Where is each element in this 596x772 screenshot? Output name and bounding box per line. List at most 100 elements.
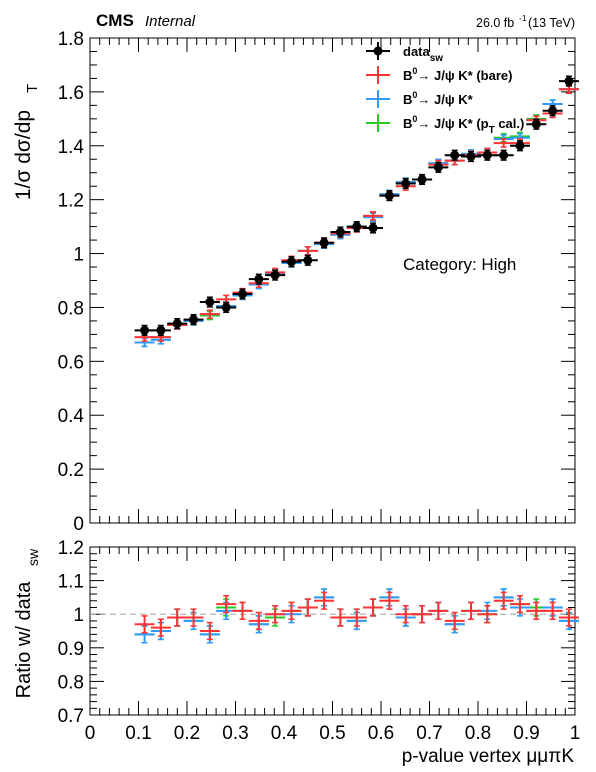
ratio-y-tick-label: 0.9 <box>58 639 84 660</box>
data-point <box>216 301 237 314</box>
data-point <box>199 309 220 319</box>
ratio-y-label: Ratio w/ data <box>13 581 35 699</box>
x-tick-label: 0.9 <box>513 723 539 744</box>
data-point <box>428 161 449 173</box>
ratio-y-tick-label: 0.8 <box>58 672 84 693</box>
legend: datasw B0→ J/ψ K* (bare) B0→ J/ψ K* B0→ J/ψ… <box>366 42 524 136</box>
x-tick-label: 0.6 <box>368 723 394 744</box>
data-point <box>558 608 579 627</box>
x-tick-label: 0.2 <box>174 723 200 744</box>
data-point <box>412 605 433 624</box>
data-point <box>150 324 171 336</box>
main-y-tick-label: 0 <box>73 514 84 535</box>
ratio-y-tick-label: 1 <box>73 605 84 626</box>
data-point <box>542 105 563 117</box>
lumi-value: 26.0 fb <box>476 16 514 30</box>
main-y-tick-label: 0.2 <box>58 460 84 481</box>
data-point <box>493 149 514 161</box>
data-point <box>134 615 155 634</box>
data-point <box>183 313 204 326</box>
x-tick-label: 1 <box>570 723 581 744</box>
marker <box>482 150 492 160</box>
x-tick-label: 0.5 <box>319 723 345 744</box>
data-point <box>265 605 286 624</box>
ratio-y-label-sub: sw <box>25 548 41 566</box>
marker <box>466 152 476 162</box>
main-y-label: 1/σ dσ/dp <box>12 110 35 200</box>
data-point <box>509 594 530 614</box>
marker <box>531 119 541 129</box>
legend-entry: datasw <box>366 42 443 64</box>
data-point <box>509 140 530 152</box>
data-point <box>297 246 318 256</box>
x-tick-label: 0.8 <box>465 723 491 744</box>
luminosity-label: 26.0 fb -1 (13 TeV) <box>476 13 575 30</box>
data-point <box>444 611 465 631</box>
data-point <box>167 318 188 330</box>
data-point <box>526 118 547 130</box>
marker <box>156 325 166 335</box>
marker <box>433 162 443 172</box>
data-point <box>363 598 384 617</box>
ratio-axis-ticks: 0.7 0.8 0.9 1 1.1 1.2 0 0.1 0.2 0.3 0.4 0.5 0.6 0.7 0.… <box>58 538 581 744</box>
data-point <box>379 591 400 610</box>
main-series-0 <box>134 75 579 336</box>
data-point <box>297 598 318 617</box>
data-point <box>395 177 416 190</box>
main-series-group <box>134 75 579 348</box>
marker <box>221 302 231 312</box>
marker <box>237 289 247 299</box>
legend-label: B0→ J/ψ K* <box>403 90 474 107</box>
data-point <box>281 601 302 620</box>
marker <box>335 227 345 237</box>
data-point <box>199 296 220 308</box>
main-y-tick-label: 1.8 <box>58 29 84 50</box>
ratio-series-group <box>134 588 579 644</box>
data-point <box>248 611 269 631</box>
data-point <box>542 601 563 620</box>
ratio-series-0 <box>134 591 579 641</box>
main-plot-frame <box>89 37 576 524</box>
data-point <box>477 605 498 624</box>
ratio-y-tick-label: 1.1 <box>58 572 84 593</box>
x-tick-label: 0 <box>85 723 96 744</box>
data-point <box>150 618 171 637</box>
data-point <box>346 608 367 627</box>
main-y-tick-label: 1 <box>73 245 84 266</box>
marker <box>319 238 329 248</box>
legend-entry: B0→ J/ψ K* (pT cal.) <box>366 114 524 136</box>
data-point <box>183 608 204 627</box>
x-tick-label: 0.4 <box>271 723 298 744</box>
ratio-y-tick-label: 1.2 <box>58 538 84 559</box>
marker <box>564 76 574 86</box>
marker <box>499 150 509 160</box>
data-point <box>314 237 335 249</box>
data-point <box>493 591 514 610</box>
marker <box>384 191 394 201</box>
x-axis-title: p-value vertex μμπK <box>402 746 575 767</box>
marker <box>205 297 215 307</box>
main-y-tick-label: 1.2 <box>58 191 84 212</box>
x-tick-label: 0.3 <box>222 723 248 744</box>
legend-label: datasw <box>403 44 443 64</box>
lumi-exponent: -1 <box>519 13 527 23</box>
data-point <box>281 256 302 268</box>
marker <box>352 222 362 232</box>
main-y-tick-label: 0.4 <box>58 406 85 427</box>
x-tick-label: 0.1 <box>125 723 151 744</box>
data-point <box>199 621 220 641</box>
legend-entry: B0→ J/ψ K* <box>366 90 474 108</box>
marker <box>189 315 199 325</box>
data-point <box>330 226 351 238</box>
lumi-energy: (13 TeV) <box>528 16 575 30</box>
marker <box>515 141 525 151</box>
main-y-tick-label: 1.4 <box>58 137 85 158</box>
marker <box>450 150 460 160</box>
marker <box>303 255 313 265</box>
data-point <box>461 150 482 163</box>
data-point <box>297 254 318 266</box>
data-point <box>363 211 384 221</box>
category-annotation: Category: High <box>403 255 516 274</box>
data-point <box>216 594 237 614</box>
